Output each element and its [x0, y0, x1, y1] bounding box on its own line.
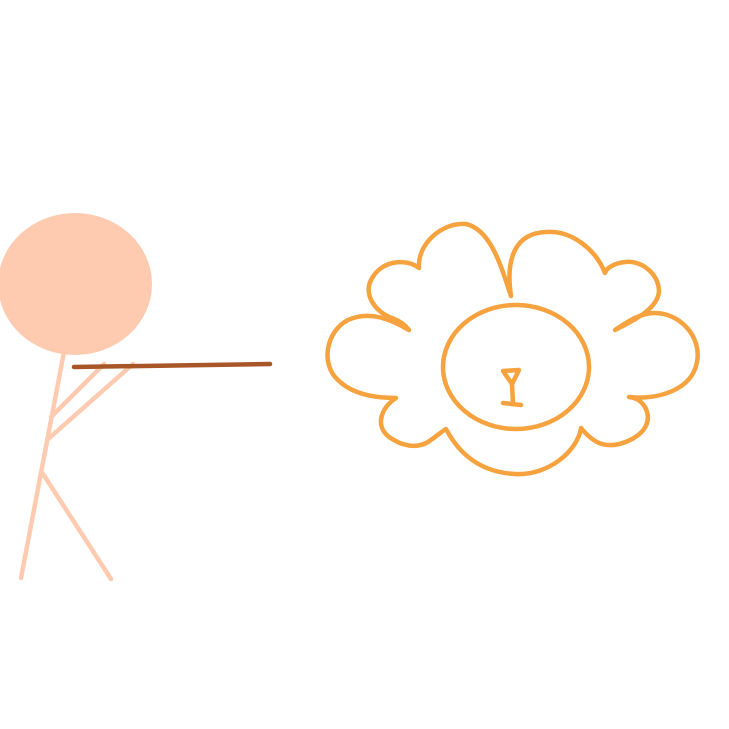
lion-nose: [500, 367, 522, 387]
person-arm-upper: [48, 361, 107, 420]
lion-mouth: [509, 381, 516, 407]
person-body: [18, 349, 67, 581]
lion-face-icon: [325, 221, 700, 477]
stick-figure-icon: [0, 213, 152, 582]
person-arm-lower: [44, 361, 136, 443]
lion-chin: [500, 400, 524, 408]
person-leg: [40, 471, 114, 582]
person-head: [0, 213, 152, 355]
pointing-stick-icon: [71, 361, 273, 370]
lion-mane: [325, 221, 700, 477]
lion-face: [440, 302, 592, 432]
